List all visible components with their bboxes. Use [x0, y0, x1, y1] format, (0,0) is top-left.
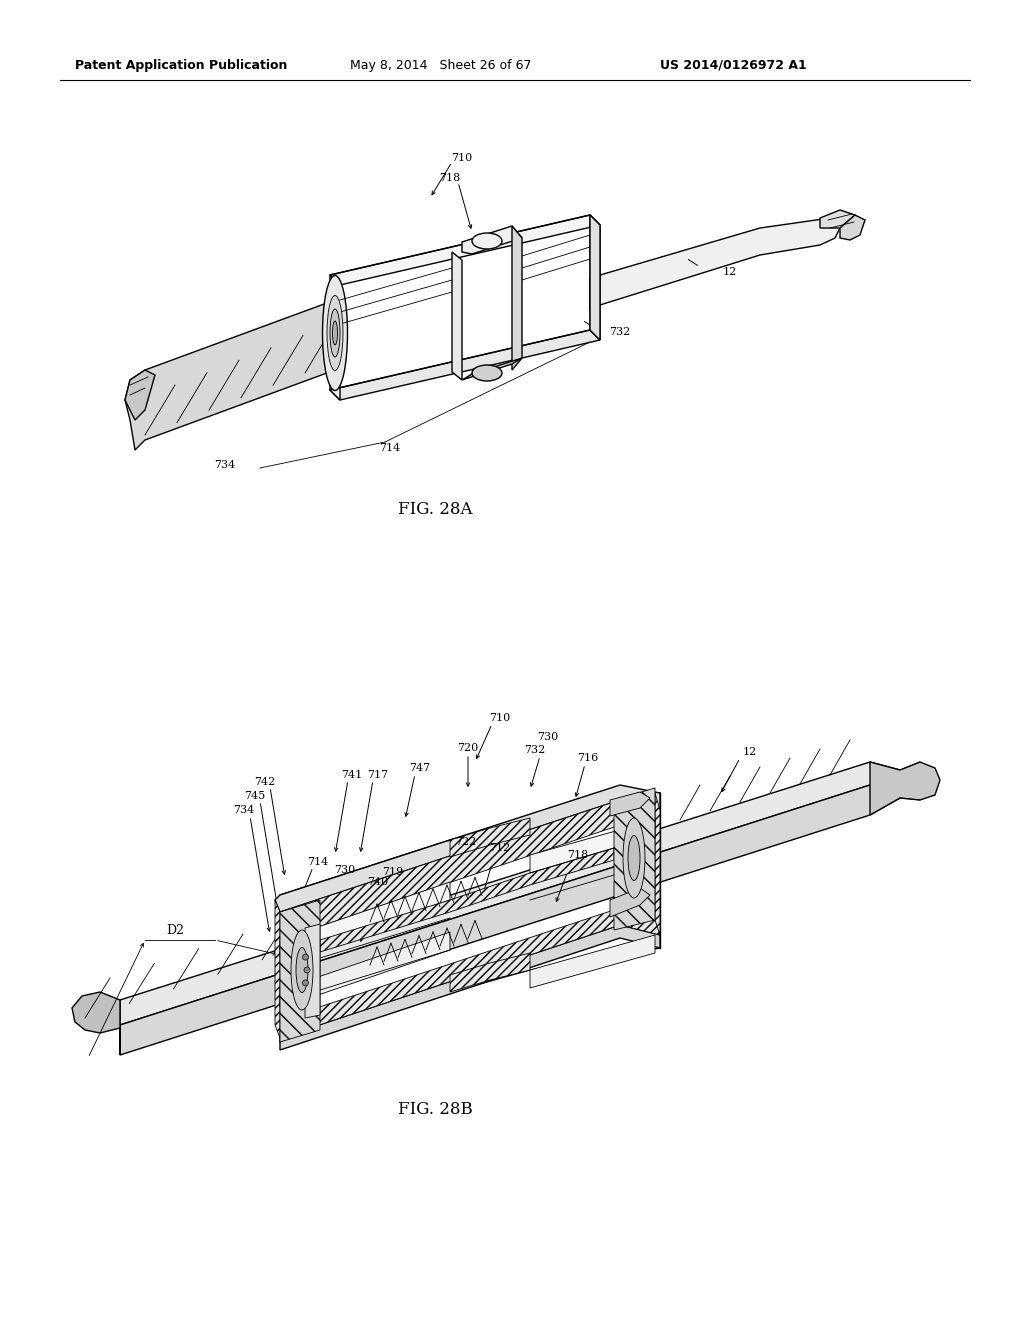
- Polygon shape: [120, 785, 900, 1055]
- Polygon shape: [330, 215, 600, 285]
- Text: 742: 742: [254, 777, 275, 787]
- Text: 747: 747: [410, 763, 430, 774]
- Polygon shape: [462, 226, 522, 253]
- Polygon shape: [450, 818, 530, 857]
- Polygon shape: [870, 762, 940, 814]
- Ellipse shape: [323, 276, 347, 391]
- Text: Patent Application Publication: Patent Application Publication: [75, 58, 288, 71]
- Text: 730: 730: [335, 865, 355, 875]
- Text: 718: 718: [567, 850, 589, 861]
- Ellipse shape: [327, 296, 343, 371]
- Polygon shape: [72, 993, 120, 1055]
- Polygon shape: [280, 900, 319, 1041]
- Ellipse shape: [302, 979, 308, 986]
- Polygon shape: [275, 785, 660, 912]
- Text: 714: 714: [307, 857, 329, 867]
- Text: May 8, 2014   Sheet 26 of 67: May 8, 2014 Sheet 26 of 67: [350, 58, 531, 71]
- Polygon shape: [305, 924, 319, 1018]
- Polygon shape: [610, 888, 650, 917]
- Polygon shape: [462, 358, 522, 380]
- Ellipse shape: [333, 321, 338, 345]
- Polygon shape: [590, 215, 600, 341]
- Polygon shape: [655, 793, 660, 935]
- Polygon shape: [319, 847, 614, 952]
- Text: 716: 716: [578, 752, 599, 763]
- Text: 12: 12: [723, 267, 737, 277]
- Polygon shape: [120, 762, 900, 1026]
- Ellipse shape: [623, 818, 645, 898]
- Ellipse shape: [304, 968, 310, 973]
- Text: 717: 717: [368, 770, 388, 780]
- Polygon shape: [330, 330, 600, 400]
- Text: 732: 732: [609, 327, 631, 337]
- Polygon shape: [275, 900, 280, 1038]
- Text: 710: 710: [489, 713, 511, 723]
- Polygon shape: [530, 935, 655, 987]
- Ellipse shape: [302, 954, 308, 960]
- Text: D2: D2: [166, 924, 184, 936]
- Polygon shape: [590, 218, 840, 310]
- Polygon shape: [530, 820, 655, 873]
- Ellipse shape: [291, 931, 313, 1010]
- Text: 714: 714: [379, 444, 400, 453]
- Text: US 2014/0126972 A1: US 2014/0126972 A1: [660, 58, 807, 71]
- Ellipse shape: [628, 836, 640, 880]
- Polygon shape: [512, 226, 522, 370]
- Polygon shape: [330, 275, 340, 400]
- Text: 722: 722: [456, 837, 476, 847]
- Polygon shape: [125, 370, 155, 420]
- Polygon shape: [280, 925, 660, 1049]
- Polygon shape: [452, 252, 462, 380]
- Ellipse shape: [472, 366, 502, 381]
- Text: 718: 718: [439, 173, 461, 183]
- Polygon shape: [280, 882, 450, 958]
- Text: 719: 719: [382, 867, 403, 876]
- Text: 710: 710: [452, 153, 473, 162]
- Text: 12: 12: [742, 747, 757, 756]
- Text: 740: 740: [368, 876, 389, 887]
- Polygon shape: [590, 215, 600, 341]
- Text: FIG. 28B: FIG. 28B: [397, 1101, 472, 1118]
- Polygon shape: [280, 908, 660, 1038]
- Polygon shape: [820, 210, 855, 228]
- Ellipse shape: [296, 948, 308, 993]
- Text: 741: 741: [341, 770, 362, 780]
- Text: 734: 734: [233, 805, 255, 814]
- Ellipse shape: [330, 309, 340, 356]
- Text: 734: 734: [214, 459, 236, 470]
- Text: 730: 730: [538, 733, 559, 742]
- Text: 732: 732: [524, 744, 546, 755]
- Text: 720: 720: [458, 743, 478, 752]
- Polygon shape: [840, 215, 865, 240]
- Text: 712: 712: [489, 843, 511, 853]
- Polygon shape: [610, 792, 650, 816]
- Polygon shape: [125, 300, 335, 450]
- Text: 745: 745: [245, 791, 265, 801]
- Polygon shape: [280, 800, 660, 940]
- Polygon shape: [280, 932, 450, 1008]
- Polygon shape: [614, 788, 655, 931]
- Ellipse shape: [472, 234, 502, 249]
- Text: FIG. 28A: FIG. 28A: [397, 502, 472, 519]
- Polygon shape: [450, 953, 530, 993]
